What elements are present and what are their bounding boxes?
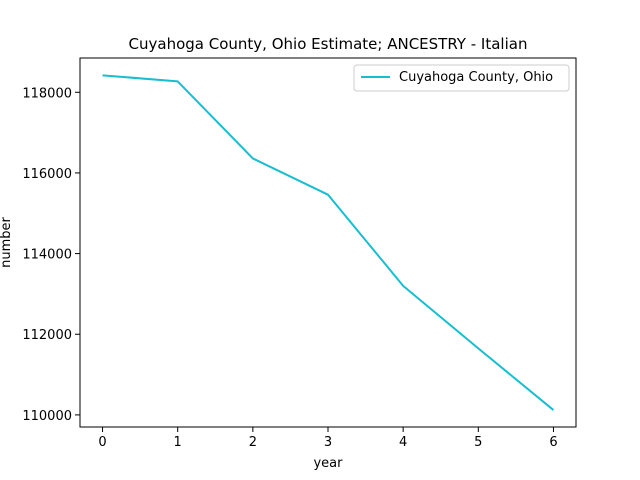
y-tick-label: 110000: [22, 409, 72, 424]
y-axis-label: number: [0, 216, 14, 267]
series-layer: [102, 74, 555, 411]
y-tick-label: 114000: [22, 248, 72, 263]
legend-box: [353, 64, 570, 92]
legend: Cuyahoga County, Ohio: [353, 64, 570, 92]
y-tick-label: 112000: [22, 328, 72, 343]
y-axis: 110000 112000 114000 116000 118000: [22, 86, 80, 424]
chart-title: Cuyahoga County, Ohio Estimate; ANCESTRY…: [129, 35, 528, 53]
plot-area: [79, 57, 577, 428]
x-tick-label: 2: [249, 435, 257, 450]
x-axis: 0 1 2 3 4 5 6: [98, 427, 558, 450]
y-tick-label: 116000: [22, 167, 72, 182]
x-axis-label: year: [313, 456, 343, 471]
x-tick-label: 3: [324, 435, 332, 450]
x-tick-label: 1: [174, 435, 182, 450]
y-tick-label: 118000: [22, 86, 72, 101]
x-tick-label: 6: [549, 435, 557, 450]
x-tick-label: 4: [399, 435, 407, 450]
x-tick-label: 0: [98, 435, 106, 450]
x-tick-label: 5: [474, 435, 482, 450]
legend-entry: Cuyahoga County, Ohio: [399, 70, 553, 85]
